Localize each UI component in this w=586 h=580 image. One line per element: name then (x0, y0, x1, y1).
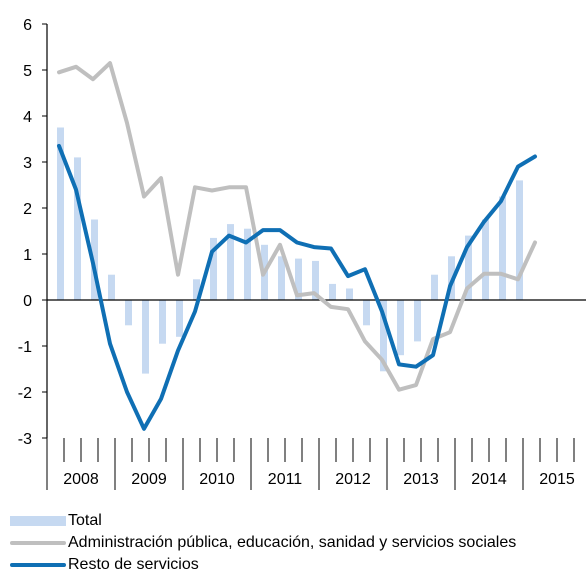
y-tick-label: 4 (23, 109, 32, 126)
bar-total (312, 260, 319, 300)
x-tick-label: 2014 (471, 471, 507, 488)
y-tick-label: -3 (18, 431, 32, 448)
bar-total (210, 237, 217, 300)
bar-total (244, 228, 251, 300)
y-tick-label: -1 (18, 339, 32, 356)
bar-total (159, 300, 166, 344)
x-tick-label: 2008 (63, 471, 99, 488)
legend-item-total: Total (10, 510, 516, 532)
line-series (57, 61, 537, 431)
bar-total (193, 279, 200, 300)
x-tick-label: 2015 (539, 471, 575, 488)
y-tick-label: 2 (23, 201, 32, 218)
bar-total (91, 219, 98, 300)
bar-total (516, 180, 523, 300)
bar-total (499, 196, 506, 300)
bar-total (295, 258, 302, 300)
y-tick-labels: 6 5 4 3 2 1 0 -1 -2 -3 (18, 17, 32, 448)
axes (46, 24, 586, 438)
x-tick-label: 2013 (403, 471, 439, 488)
bar-total (482, 219, 489, 300)
bar-total (397, 300, 404, 356)
legend: Total Administración pública, educación,… (10, 510, 516, 576)
bar-total (176, 300, 183, 337)
y-tick-label: -2 (18, 385, 32, 402)
bar-total (108, 274, 115, 300)
legend-item-resto: Resto de servicios (10, 554, 516, 576)
bar-total (414, 300, 421, 342)
y-tick-label: 0 (23, 293, 32, 310)
x-tick-labels: 2008 2009 2010 2011 2012 2013 2014 2015 (63, 471, 575, 488)
legend-label-resto: Resto de servicios (68, 556, 199, 573)
bar-total (346, 288, 353, 300)
x-tick-label: 2009 (131, 471, 167, 488)
legend-item-administracion: Administración pública, educación, sanid… (10, 532, 516, 554)
bar-total (142, 300, 149, 374)
y-tick-label: 5 (23, 63, 32, 80)
y-tick-label: 3 (23, 155, 32, 172)
y-tick-marks (42, 23, 47, 439)
bar-total (278, 256, 285, 300)
legend-label-administracion: Administración pública, educación, sanid… (68, 534, 517, 551)
x-tick-label: 2010 (199, 471, 235, 488)
line-administracion-publica (57, 61, 537, 392)
bar-total (431, 274, 438, 300)
legend-swatch-total (10, 516, 66, 526)
legend-swatch-administracion (10, 541, 66, 545)
y-tick-label: 6 (23, 17, 32, 34)
bar-total (57, 127, 64, 300)
bar-total (380, 300, 387, 372)
legend-label-total: Total (68, 512, 102, 529)
x-tick-marks (46, 438, 575, 490)
bar-total (329, 283, 336, 300)
bar-total (465, 235, 472, 300)
line-resto-de-servicios (57, 143, 537, 431)
bar-total (125, 300, 132, 326)
bar-series-total (57, 127, 523, 374)
bar-total (74, 157, 81, 300)
legend-swatch-resto (10, 563, 66, 567)
bar-total (227, 224, 234, 300)
x-tick-label: 2011 (268, 471, 303, 488)
x-tick-label: 2012 (335, 471, 371, 488)
y-tick-label: 1 (23, 247, 32, 264)
bar-total (363, 300, 370, 326)
